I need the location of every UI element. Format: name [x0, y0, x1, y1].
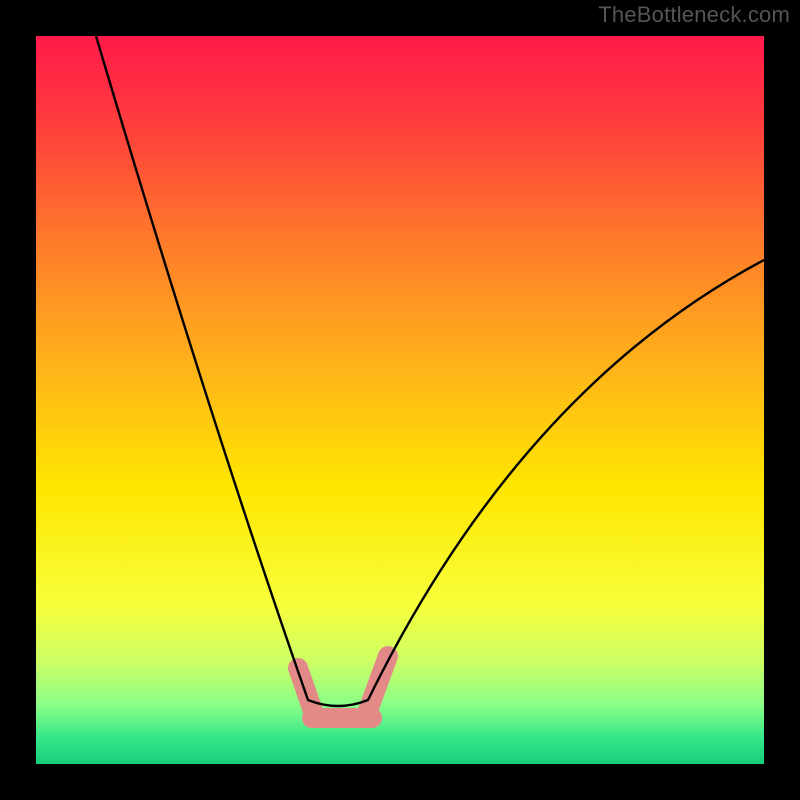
- plot-background: [36, 36, 764, 764]
- chart-container: TheBottleneck.com: [0, 0, 800, 800]
- bottleneck-chart: [0, 0, 800, 800]
